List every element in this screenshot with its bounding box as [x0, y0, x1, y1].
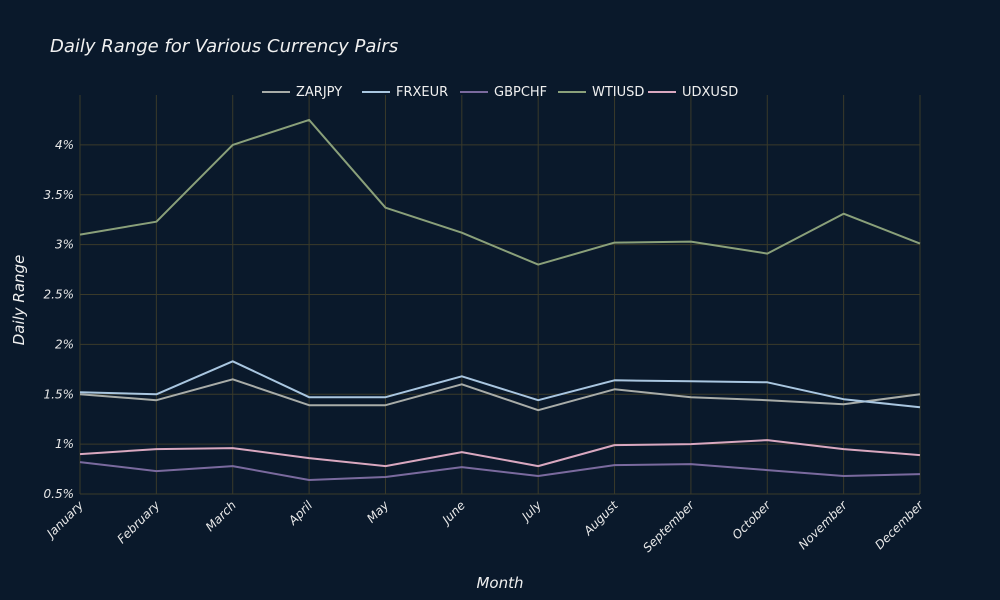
x-tick-label: February [115, 498, 164, 547]
chart-title: Daily Range for Various Currency Pairs [50, 36, 398, 57]
x-tick-label: November [796, 497, 851, 552]
legend-label: UDXUSD [682, 85, 738, 100]
y-tick-label: 1% [55, 437, 74, 451]
x-axis-title: Month [476, 574, 523, 592]
x-tick-label: July [518, 498, 545, 525]
y-tick-label: 0.5% [44, 487, 75, 501]
series-lines [79, 118, 921, 481]
y-tick-label: 2% [55, 337, 74, 351]
legend-item-frxeur[interactable]: FRXEUR [362, 85, 448, 100]
legend-item-udxusd[interactable]: UDXUSD [648, 85, 738, 100]
y-tick-label: 4% [55, 138, 74, 152]
series-line-zarjpy[interactable] [79, 378, 921, 412]
y-tick-label: 2.5% [44, 288, 75, 302]
legend-item-wtiusd[interactable]: WTIUSD [558, 85, 644, 100]
legend-label: FRXEUR [396, 85, 448, 100]
series-line-wtiusd[interactable] [79, 118, 921, 266]
x-tick-label: September [640, 497, 698, 555]
y-tick-label: 3.5% [44, 188, 75, 202]
series-line-gbpchf[interactable] [79, 461, 921, 481]
series-line-udxusd[interactable] [79, 439, 921, 468]
x-tick-label: October [730, 497, 775, 542]
y-axis-ticks: 0.5% 1% 1.5% 2% 2.5% 3% 3.5% 4% [44, 138, 75, 501]
legend-item-gbpchf[interactable]: GBPCHF [460, 85, 547, 100]
x-tick-label: April [285, 498, 315, 528]
legend-label: GBPCHF [494, 85, 547, 100]
legend-item-zarjpy[interactable]: ZARJPY [262, 85, 342, 100]
x-axis-ticks: January February March April May June July Augu… [43, 497, 927, 555]
legend-label: ZARJPY [296, 85, 342, 100]
x-tick-label: December [872, 497, 927, 552]
legend[interactable]: ZARJPY FRXEUR GBPCHF WTIUSD UDXUSD [262, 85, 738, 100]
series-line-frxeur[interactable] [79, 360, 921, 409]
y-axis-title: Daily Range [10, 255, 28, 346]
legend-label: WTIUSD [592, 85, 644, 100]
x-tick-label: March [203, 498, 239, 534]
y-tick-label: 3% [55, 238, 74, 252]
x-tick-label: May [364, 498, 392, 526]
x-tick-label: August [580, 497, 621, 538]
x-tick-label: January [43, 498, 87, 542]
grid [79, 95, 921, 495]
x-tick-label: June [438, 498, 468, 528]
y-tick-label: 1.5% [44, 387, 75, 401]
